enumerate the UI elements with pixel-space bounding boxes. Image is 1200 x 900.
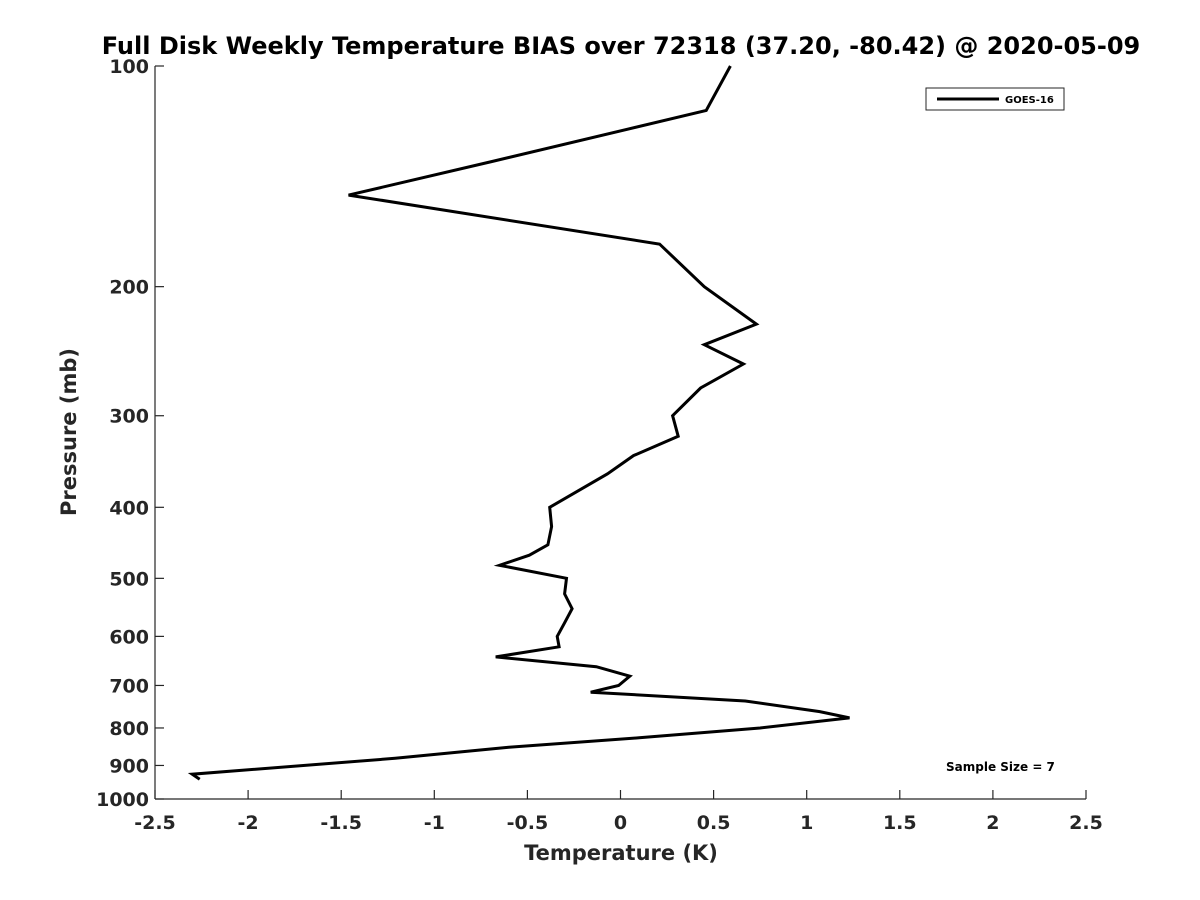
- x-tick-label: 1: [800, 812, 813, 834]
- series-layer: [187, 65, 850, 781]
- x-tick-label: 1.5: [883, 812, 917, 834]
- legend-label-goes-16: GOES-16: [1005, 95, 1054, 106]
- x-tick-label: -1.5: [320, 812, 362, 834]
- y-ticks: 100 200 300 400 500 600 700 800 900 1000: [96, 56, 164, 811]
- y-tick-label: 500: [109, 568, 149, 590]
- x-tick-label: 0: [614, 812, 627, 834]
- y-tick-label: 400: [109, 497, 149, 519]
- y-tick-label: 200: [109, 277, 149, 299]
- x-tick-label: -2: [238, 812, 259, 834]
- y-tick-label: 100: [109, 56, 149, 78]
- series-line-goes-16: [187, 65, 850, 781]
- x-tick-label: 2: [986, 812, 999, 834]
- chart-title: Full Disk Weekly Temperature BIAS over 7…: [102, 32, 1141, 60]
- y-tick-label: 300: [109, 406, 149, 428]
- sample-size-annotation: Sample Size = 7: [946, 760, 1055, 774]
- x-axis-label: Temperature (K): [524, 841, 718, 865]
- y-tick-label: 800: [109, 718, 149, 740]
- y-tick-label: 1000: [96, 789, 149, 811]
- x-tick-label: -0.5: [507, 812, 549, 834]
- x-ticks: -2.5 -2 -1.5 -1 -0.5 0 0.5 1 1.5 2 2.5: [134, 790, 1103, 834]
- x-tick-label: 2.5: [1069, 812, 1103, 834]
- y-axis-label: Pressure (mb): [57, 348, 81, 516]
- y-tick-label: 900: [109, 755, 149, 777]
- y-tick-label: 600: [109, 626, 149, 648]
- legend: GOES-16: [925, 87, 1065, 111]
- x-tick-label: -1: [424, 812, 445, 834]
- x-tick-label: 0.5: [697, 812, 731, 834]
- y-tick-label: 700: [109, 675, 149, 697]
- x-tick-label: -2.5: [134, 812, 176, 834]
